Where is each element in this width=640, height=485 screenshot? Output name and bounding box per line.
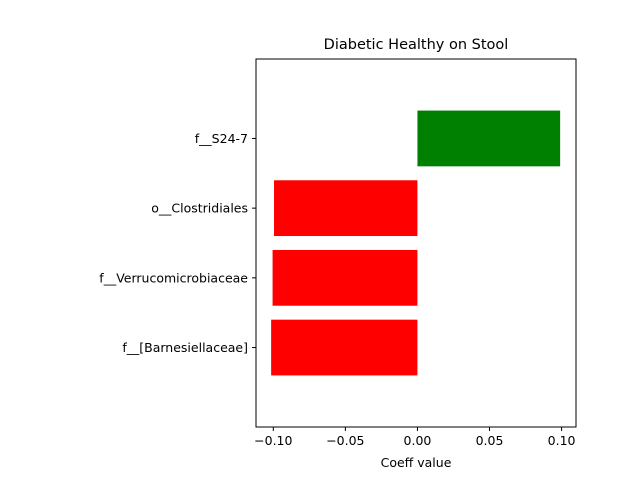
chart-title: Diabetic Healthy on Stool (324, 37, 509, 53)
y-tick-label: f__Verrucomicrobiaceae (99, 270, 248, 285)
axes-frame (255, 58, 577, 428)
bar (271, 319, 418, 376)
x-tick-label: 0.00 (404, 433, 432, 448)
bar (417, 110, 561, 167)
x-tick-label: −0.05 (326, 433, 364, 448)
y-tick-label: o__Clostridiales (151, 201, 248, 216)
bar (272, 249, 418, 306)
x-tick-label: 0.10 (548, 433, 576, 448)
bar (274, 180, 418, 237)
x-tick-label: −0.10 (254, 433, 292, 448)
x-tick-label: 0.05 (476, 433, 504, 448)
y-tick-label: f__[Barnesiellaceae] (122, 340, 248, 355)
y-tick-label: f__S24-7 (195, 131, 248, 146)
x-ticks-group: −0.10 −0.05 0.00 0.05 0.10 (254, 427, 576, 448)
x-axis-label: Coeff value (381, 455, 452, 470)
y-ticks-group: f__[Barnesiellaceae] f__Verrucomicrobiace… (99, 131, 256, 355)
bars-group (271, 110, 561, 376)
